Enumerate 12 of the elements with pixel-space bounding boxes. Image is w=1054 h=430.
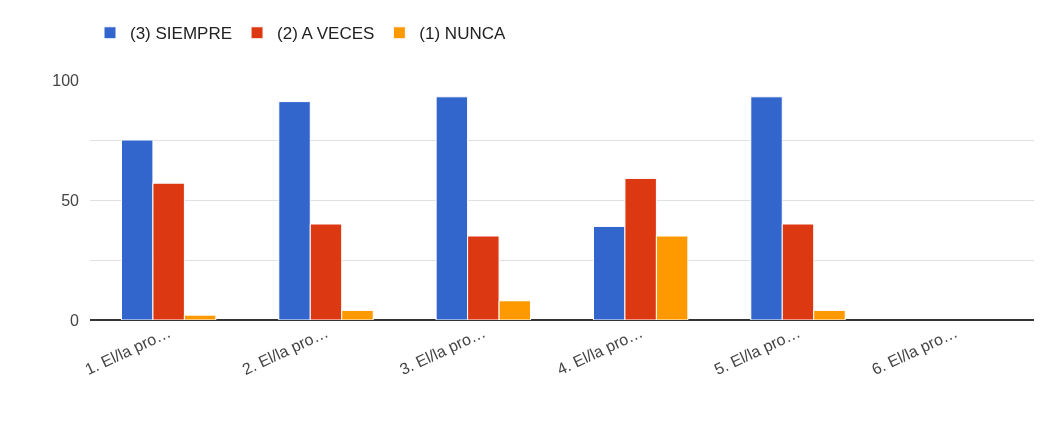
legend-label: (2) A VECES [277, 24, 375, 44]
x-tick-label: 3. El/la pro… [396, 323, 488, 379]
legend-label: (3) SIEMPRE [130, 24, 233, 44]
y-tick-label: 50 [61, 191, 80, 209]
x-tick-label: 6. El/la pro… [868, 323, 960, 379]
y-tick-label: 100 [52, 71, 80, 89]
legend-label: (1) NUNCA [419, 24, 506, 44]
x-tick-label: 1. El/la pro… [82, 323, 174, 379]
x-tick-label: 2. El/la pro… [239, 323, 331, 379]
y-tick-label: 0 [70, 311, 80, 329]
x-tick-label: 4. El/la pro… [554, 323, 646, 379]
x-tick-label: 5. El/la pro… [711, 323, 803, 379]
